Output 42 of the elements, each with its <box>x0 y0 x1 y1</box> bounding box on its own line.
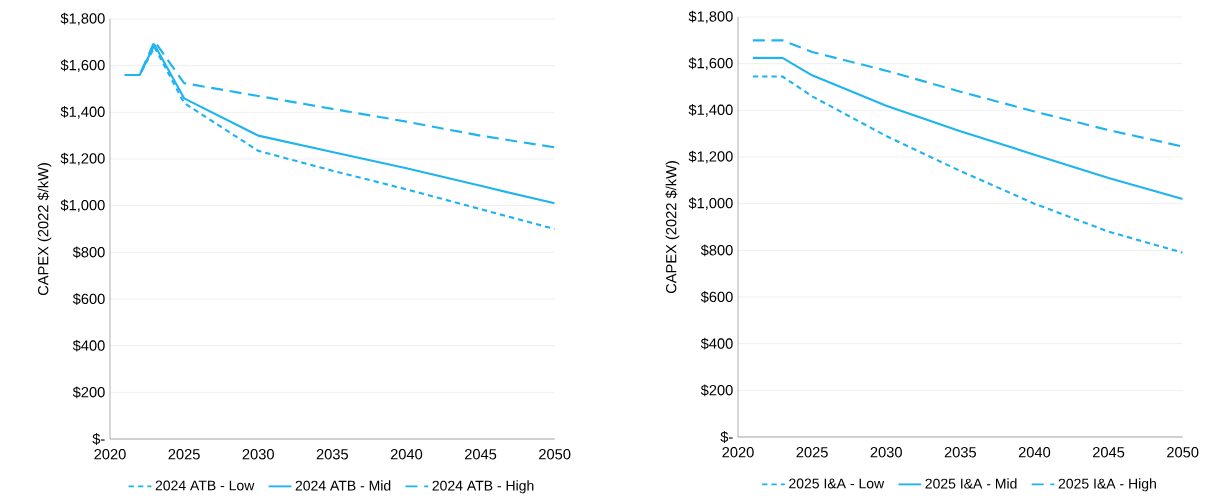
legend-label: 2025 I&A - Mid <box>925 478 1017 489</box>
y-tick-label: $400 <box>700 337 733 350</box>
y-tick-label: $1,600 <box>60 59 105 73</box>
x-tick-label: 2035 <box>316 449 349 460</box>
y-tick-label: $1,000 <box>60 199 105 213</box>
y-tick-label: $1,800 <box>60 12 105 26</box>
x-tick-label: 2025 <box>796 447 828 458</box>
legend-label: 2025 I&A - Low <box>789 478 885 489</box>
x-tick-label: 2045 <box>1092 447 1125 458</box>
x-tick-label: 2035 <box>944 447 977 458</box>
legend-label: 2024 ATB - High <box>432 480 534 494</box>
y-tick-label: $800 <box>700 244 733 257</box>
y-tick-label: $600 <box>700 291 733 303</box>
legend-label: 2024 ATB - Low <box>155 480 255 491</box>
legend-label: 2025 I&A - High <box>1058 478 1156 492</box>
y-tick-label: $600 <box>72 293 105 305</box>
x-tick-label: 2030 <box>242 449 274 460</box>
x-tick-label: 2020 <box>722 447 754 458</box>
y-tick-label: $- <box>720 431 733 443</box>
y-tick-label: $1,600 <box>688 57 733 71</box>
x-tick-label: 2050 <box>1167 447 1199 458</box>
x-tick-label: 2050 <box>539 449 571 460</box>
y-tick-label: $- <box>92 433 105 445</box>
x-tick-label: 2025 <box>168 449 200 460</box>
x-tick-label: 2020 <box>94 449 126 460</box>
y-tick-label: $1,400 <box>60 105 105 119</box>
y-tick-label: $1,800 <box>688 10 733 24</box>
y-tick-label: $1,400 <box>688 103 733 117</box>
y-tick-label: $200 <box>700 384 733 397</box>
y-tick-label: $400 <box>72 339 105 352</box>
y-tick-label: $200 <box>72 386 105 399</box>
x-tick-label: 2040 <box>390 449 423 460</box>
x-tick-label: 2045 <box>464 449 497 460</box>
y-tick-label: $1,200 <box>60 152 105 166</box>
y-axis-title: CAPEX (2022 $/kW) <box>665 161 680 294</box>
y-axis-title: CAPEX (2022 $/kW) <box>37 163 52 296</box>
y-tick-label: $800 <box>72 246 105 259</box>
y-tick-label: $1,000 <box>688 197 733 211</box>
x-tick-label: 2040 <box>1018 447 1051 458</box>
legend-label: 2024 ATB - Mid <box>295 480 391 491</box>
y-tick-label: $1,200 <box>688 150 733 164</box>
x-tick-label: 2030 <box>870 447 902 458</box>
